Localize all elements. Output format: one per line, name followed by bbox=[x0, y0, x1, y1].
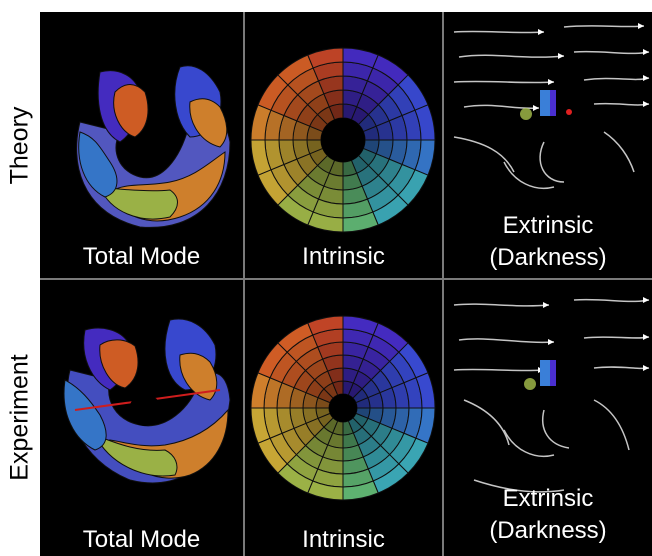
panel-theory-intrinsic: Intrinsic bbox=[245, 12, 442, 278]
caption-extrinsic-experiment-line2: (Darkness) bbox=[489, 517, 607, 544]
panel-experiment-intrinsic: Intrinsic bbox=[245, 280, 442, 556]
total-mode-experiment-art bbox=[63, 318, 231, 484]
panel-experiment-total-mode: Total Mode bbox=[40, 280, 243, 556]
extrinsic-experiment-flow bbox=[453, 297, 650, 493]
caption-extrinsic-experiment-line1: Extrinsic bbox=[502, 485, 594, 512]
divider-vertical-2 bbox=[442, 12, 444, 556]
panel-theory-total-mode: Total Mode bbox=[40, 12, 243, 278]
total-mode-theory-art bbox=[76, 65, 231, 228]
caption-extrinsic-theory-line1: Extrinsic bbox=[502, 212, 594, 239]
row-label-experiment: Experiment bbox=[5, 353, 34, 481]
row-label-theory: Theory bbox=[5, 106, 34, 184]
caption-intrinsic-theory: Intrinsic bbox=[302, 243, 385, 270]
panel-experiment-extrinsic: Extrinsic (Darkness) bbox=[444, 280, 652, 556]
extrinsic-theory-flow bbox=[453, 23, 650, 189]
caption-extrinsic-theory-line2: (Darkness) bbox=[489, 244, 607, 271]
wheel-cell bbox=[307, 315, 344, 336]
divider-vertical-1 bbox=[243, 12, 245, 556]
panel-theory-extrinsic: Extrinsic (Darkness) bbox=[444, 12, 652, 278]
figure-grid: Total Mode Intrinsic bbox=[40, 12, 652, 556]
wheel-cell bbox=[307, 47, 344, 69]
wheel-hub bbox=[329, 394, 357, 422]
caption-intrinsic-experiment: Intrinsic bbox=[302, 526, 385, 553]
caption-total-mode-theory: Total Mode bbox=[82, 243, 201, 270]
intrinsic-theory-wheel bbox=[250, 47, 436, 233]
wheel-hub bbox=[321, 118, 365, 162]
intrinsic-experiment-wheel bbox=[250, 315, 436, 501]
divider-horizontal bbox=[40, 278, 652, 280]
caption-total-mode-experiment: Total Mode bbox=[82, 526, 201, 553]
